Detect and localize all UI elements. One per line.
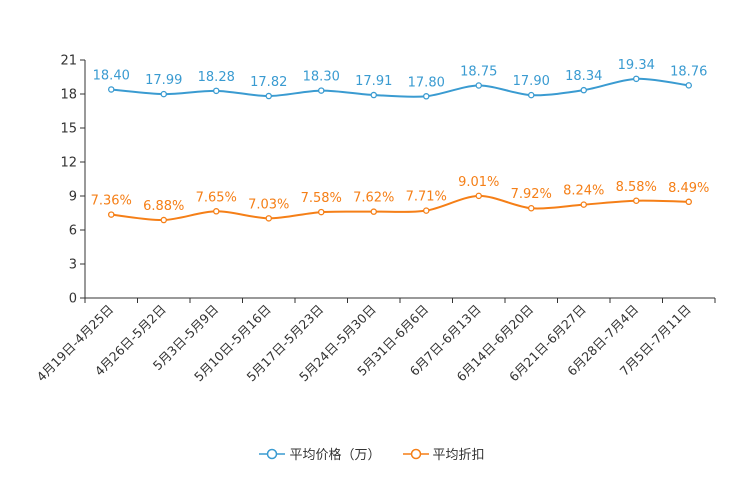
data-point[interactable]: [528, 204, 535, 212]
data-point[interactable]: [317, 208, 325, 216]
data-point[interactable]: [685, 82, 693, 89]
data-label: 19.34: [618, 58, 655, 73]
data-point[interactable]: [422, 207, 430, 214]
y-tick-label: 3: [69, 258, 77, 273]
data-point[interactable]: [370, 91, 377, 99]
series-line: [111, 77, 689, 98]
legend-price-marker-icon: [259, 448, 286, 459]
data-label: 18.76: [670, 64, 707, 79]
y-tick-label: 15: [60, 122, 77, 137]
data-label: 17.91: [355, 74, 392, 89]
series-price: 18.40 17.99 18.28 17.82 18.30 17.91 17.80 18.75…: [93, 58, 707, 100]
data-label: 7.71%: [406, 190, 447, 205]
data-point[interactable]: [633, 197, 640, 205]
data-label: 8.58%: [616, 180, 657, 195]
data-label: 7.62%: [353, 191, 394, 206]
data-point[interactable]: [212, 87, 220, 95]
data-label: 7.36%: [91, 194, 132, 209]
data-label: 17.90: [513, 74, 550, 89]
y-axis: 0 3 6 9 12 15 18 21: [60, 54, 86, 307]
data-point[interactable]: [422, 93, 430, 100]
data-label: 18.75: [460, 65, 497, 80]
data-label: 18.30: [303, 70, 340, 85]
data-point[interactable]: [212, 208, 220, 215]
legend-discount-label: 平均折扣: [432, 448, 485, 463]
data-point[interactable]: [265, 215, 272, 222]
data-label: 6.88%: [143, 199, 184, 214]
data-point[interactable]: [633, 75, 640, 83]
y-tick-label: 21: [60, 54, 77, 69]
legend-discount-marker-icon: [402, 448, 429, 459]
data-label: 7.03%: [248, 197, 289, 212]
legend: 平均价格（万） 平均折扣: [0, 444, 744, 463]
series-layer: 18.40 17.99 18.28 17.82 18.30 17.91 17.80 18.75…: [91, 58, 709, 224]
data-label: 17.80: [408, 75, 445, 90]
data-label: 18.40: [93, 68, 130, 83]
data-label: 7.92%: [511, 187, 552, 202]
data-label: 7.58%: [301, 191, 342, 206]
data-label: 18.28: [198, 70, 235, 85]
data-point[interactable]: [370, 208, 377, 215]
x-axis: 4月19日-4月25日4月26日-5月2日5月3日-5月9日5月10日-5月16…: [33, 297, 716, 384]
data-point[interactable]: [317, 87, 325, 94]
data-point[interactable]: [475, 82, 482, 89]
data-point[interactable]: [685, 198, 693, 206]
data-label: 17.82: [250, 75, 287, 90]
legend-price-label: 平均价格（万）: [289, 448, 381, 463]
y-tick-label: 18: [60, 88, 77, 103]
data-point[interactable]: [108, 86, 115, 93]
data-point[interactable]: [528, 91, 535, 99]
y-tick-label: 0: [69, 292, 77, 307]
y-tick-label: 12: [60, 156, 77, 171]
data-point[interactable]: [265, 92, 272, 100]
data-label: 8.24%: [563, 184, 604, 199]
series-line: [111, 194, 689, 222]
data-point[interactable]: [160, 90, 167, 98]
legend-item-discount[interactable]: 平均折扣: [402, 444, 485, 463]
data-label: 18.34: [565, 69, 602, 84]
series-discount: 7.36% 6.88% 7.65% 7.03% 7.58% 7.62% 7.71% 9.01%…: [91, 175, 709, 224]
data-label: 8.49%: [668, 181, 709, 196]
data-point[interactable]: [580, 86, 588, 94]
legend-item-price[interactable]: 平均价格（万）: [259, 444, 381, 463]
data-label: 17.99: [145, 73, 182, 88]
y-tick-label: 6: [69, 224, 77, 239]
data-point[interactable]: [108, 211, 115, 218]
data-point[interactable]: [475, 192, 482, 200]
data-label: 7.65%: [196, 190, 237, 205]
data-point[interactable]: [580, 201, 588, 208]
data-label: 9.01%: [458, 175, 499, 190]
y-tick-label: 9: [69, 190, 77, 205]
data-point[interactable]: [160, 216, 167, 224]
